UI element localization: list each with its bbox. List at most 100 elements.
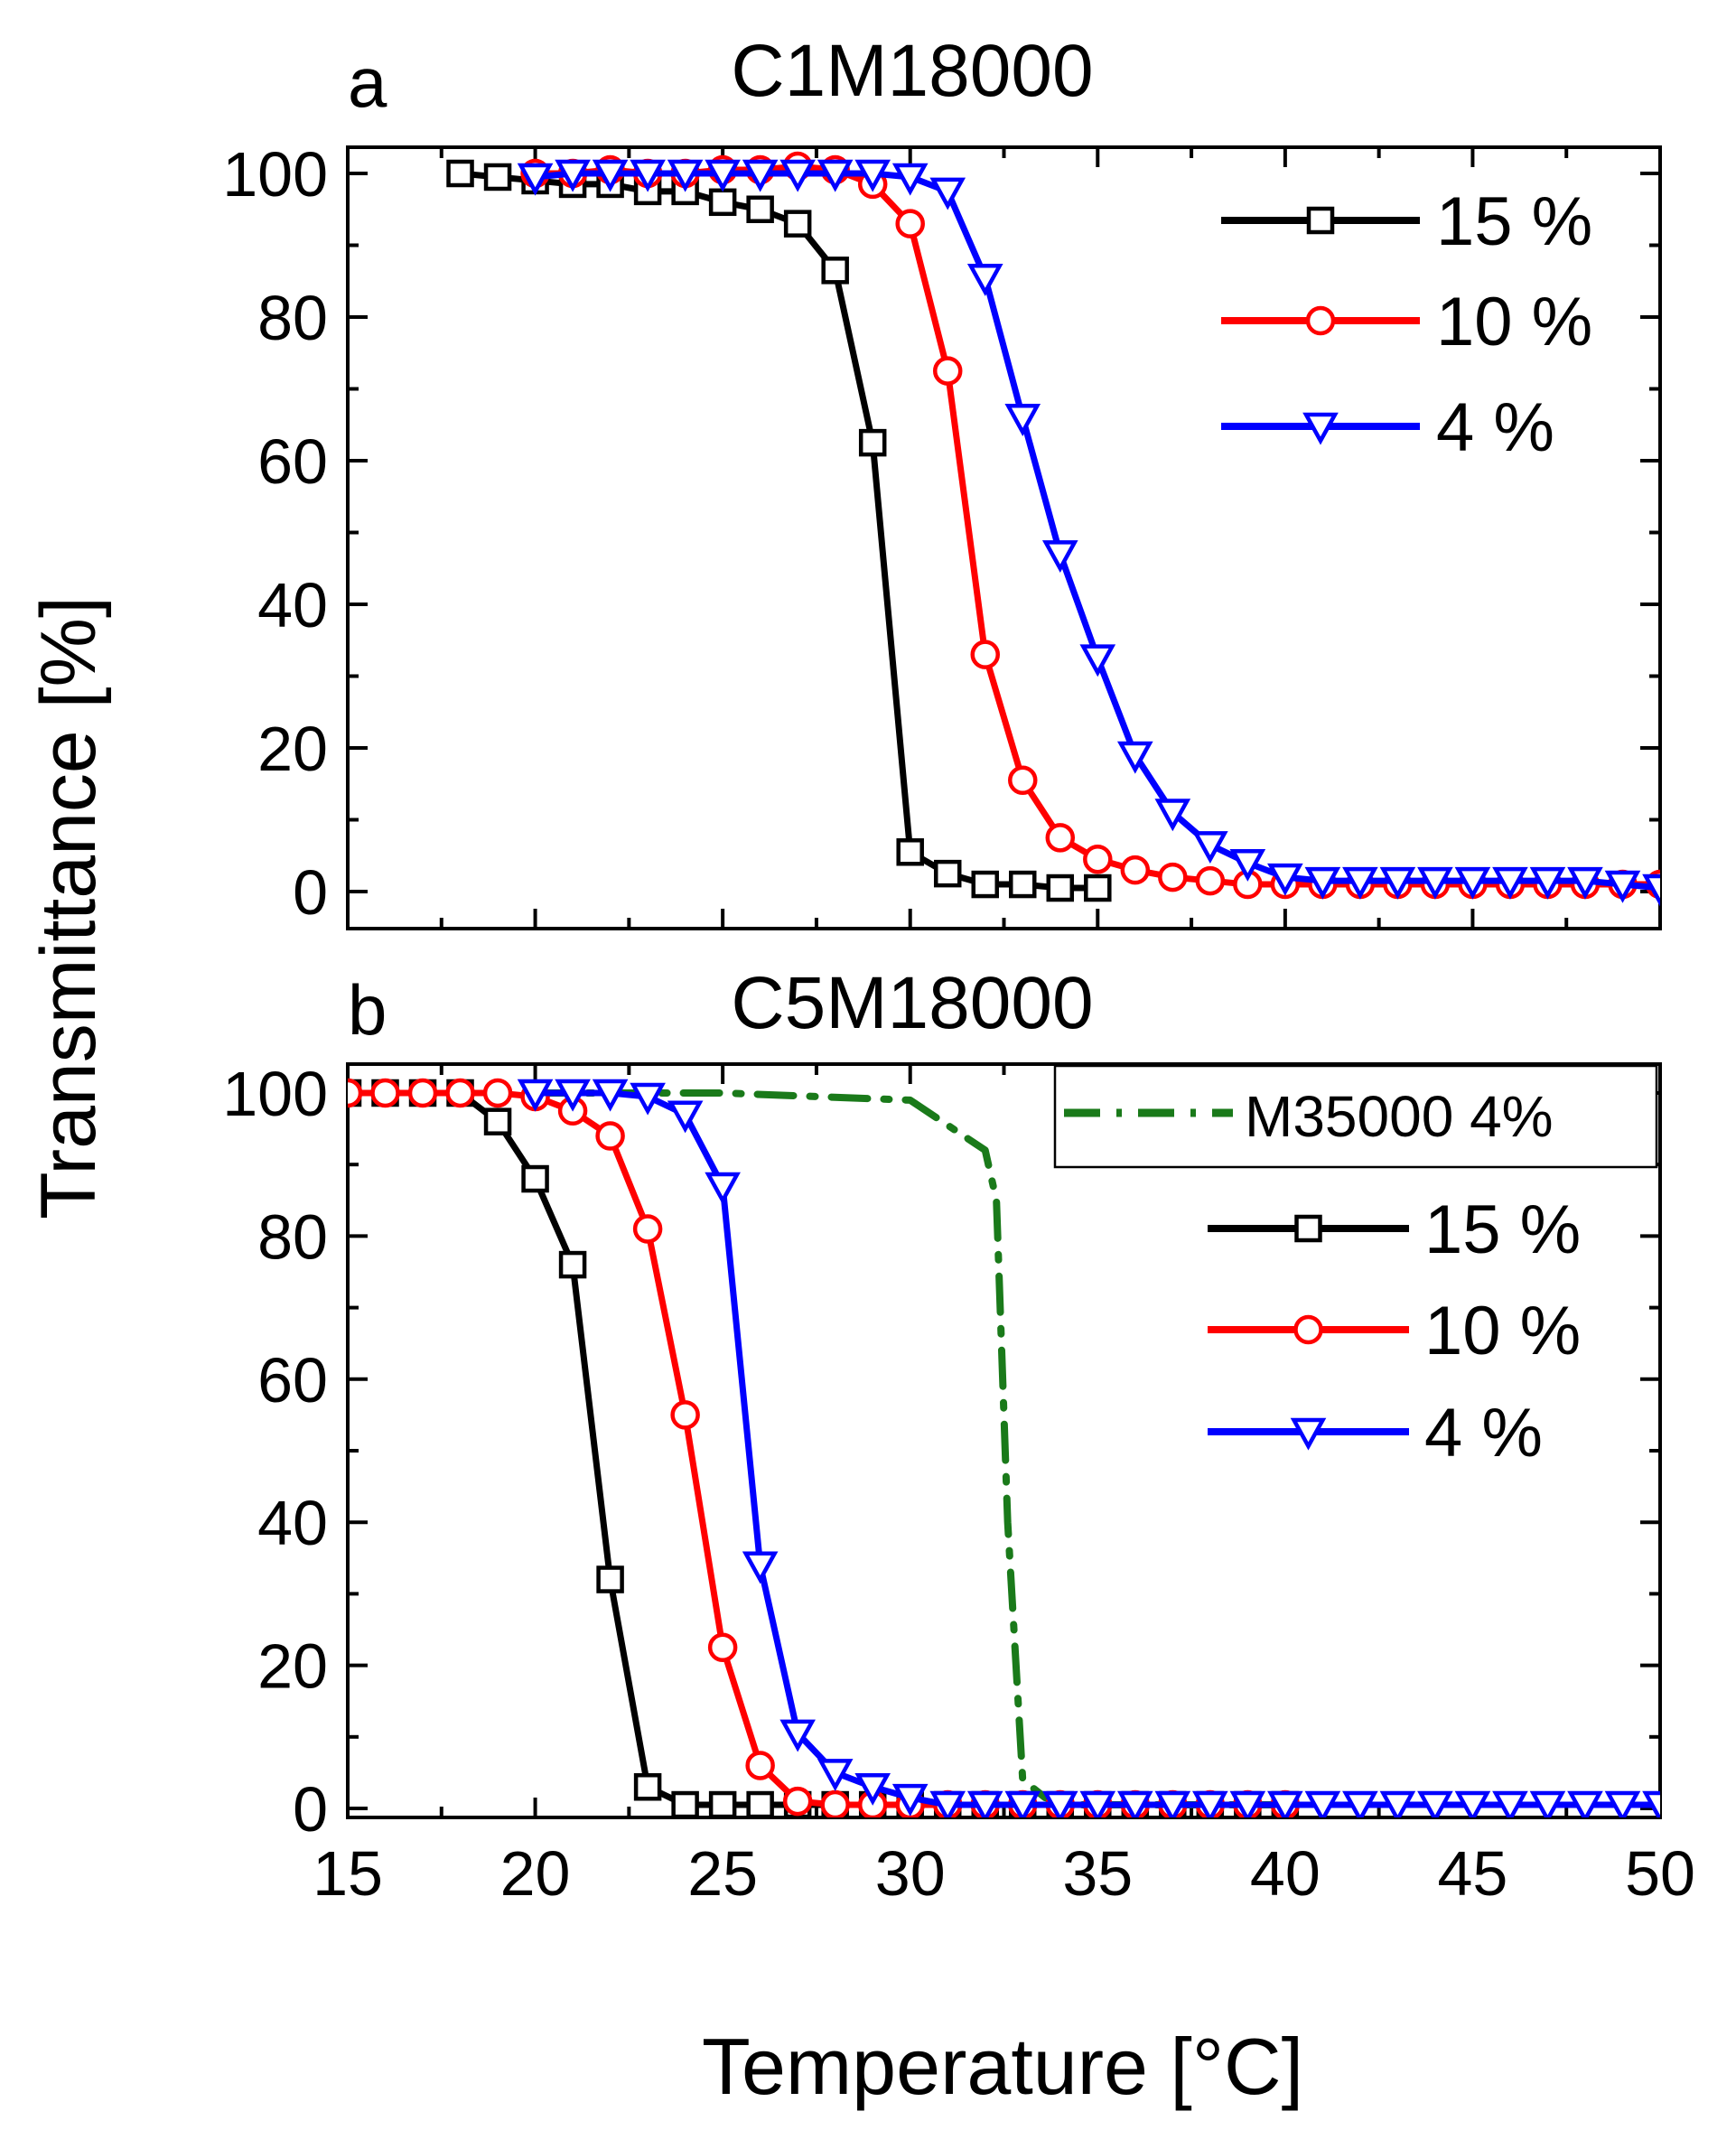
data-point-a-4 <box>1642 873 1660 907</box>
legend-label-a-15: 15 % <box>1436 183 1592 260</box>
data-point-b-4 <box>1342 1790 1378 1817</box>
x-tick-label-15: 15 <box>313 1838 383 1909</box>
y-tick-label-b-20: 20 <box>257 1631 328 1702</box>
y-axis-label: Transmittance [%] <box>25 596 112 1219</box>
series-group-b <box>348 1078 1660 1817</box>
legend-marker-a-4 <box>1302 412 1339 445</box>
data-point-a-4 <box>1267 863 1303 896</box>
legend-label-b-10: 10 % <box>1424 1293 1581 1369</box>
data-point-a-4 <box>1154 799 1191 832</box>
data-point-b-4 <box>1304 1790 1341 1817</box>
panel-b: b C5M18000 15 20 25 30 35 40 45 50 0 20 40 60 80 100 M… <box>222 962 1695 1909</box>
series-group-a <box>446 151 1660 907</box>
data-point-a-4 <box>1304 866 1341 900</box>
y-tick-label-b-80: 80 <box>257 1201 328 1272</box>
data-point-b-4 <box>1116 1790 1153 1817</box>
data-point-a-4 <box>779 159 816 192</box>
x-tick-label-45: 45 <box>1437 1838 1507 1909</box>
data-point-b-4 <box>1229 1790 1266 1817</box>
x-tick-label-20: 20 <box>500 1838 571 1909</box>
data-point-a-15 <box>858 428 887 457</box>
data-point-b-4 <box>705 1172 741 1205</box>
legend-marker-b-10 <box>1293 1314 1323 1345</box>
data-point-a-10 <box>1008 765 1038 796</box>
data-point-b-10 <box>595 1121 625 1151</box>
data-point-b-4 <box>555 1079 591 1112</box>
data-point-b-4 <box>779 1719 816 1752</box>
data-point-a-4 <box>1492 866 1528 900</box>
data-point-b-4 <box>966 1790 1003 1817</box>
data-point-a-15 <box>746 195 774 223</box>
y-tick-label-a-20: 20 <box>257 714 328 784</box>
legend-marker-a-10 <box>1305 305 1336 336</box>
data-point-a-10 <box>1195 865 1226 896</box>
legend-marker-b-4 <box>1290 1417 1327 1451</box>
data-point-a-4 <box>1454 866 1491 900</box>
data-point-b-15 <box>746 1790 774 1817</box>
data-point-b-4 <box>592 1079 629 1112</box>
data-point-b-10 <box>632 1214 663 1244</box>
data-point-a-10 <box>932 356 963 386</box>
data-point-a-4 <box>742 159 779 192</box>
data-point-b-15 <box>671 1790 699 1817</box>
legend-marker-b-15 <box>1294 1214 1322 1243</box>
data-point-a-4 <box>1116 741 1153 774</box>
data-point-b-4 <box>1417 1790 1453 1817</box>
data-point-a-4 <box>929 177 966 210</box>
panel-a: a C1M18000 0 20 40 60 80 100 15 % 10 % 4 % <box>222 30 1662 930</box>
panel-title-a: C1M18000 <box>731 30 1093 112</box>
data-point-a-4 <box>517 163 554 196</box>
data-point-a-4 <box>1604 870 1641 903</box>
y-tick-label-a-80: 80 <box>257 283 328 353</box>
data-point-b-4 <box>630 1082 666 1116</box>
data-point-b-10 <box>707 1632 738 1663</box>
data-point-b-10 <box>820 1789 850 1817</box>
panel-title-b: C5M18000 <box>731 962 1093 1044</box>
data-point-a-4 <box>1041 540 1078 574</box>
data-point-a-4 <box>891 163 929 196</box>
data-point-b-10 <box>445 1078 475 1108</box>
data-point-b-4 <box>1379 1790 1416 1817</box>
legend-marker-a-15 <box>1306 206 1335 235</box>
data-point-b-4 <box>742 1551 779 1584</box>
data-point-a-4 <box>1004 404 1041 436</box>
data-point-b-4 <box>1492 1790 1528 1817</box>
data-point-a-15 <box>483 163 512 192</box>
x-tick-label-50: 50 <box>1625 1838 1695 1909</box>
data-point-a-4 <box>1079 644 1116 677</box>
data-point-a-15 <box>896 838 924 866</box>
x-axis-label: Temperature [°C] <box>702 2022 1303 2111</box>
y-tick-label-b-100: 100 <box>222 1059 328 1129</box>
data-point-a-15 <box>933 859 962 888</box>
data-point-b-15 <box>708 1790 737 1817</box>
x-tick-label-25: 25 <box>687 1838 758 1909</box>
data-point-b-4 <box>1079 1790 1116 1817</box>
data-point-b-4 <box>1642 1790 1660 1817</box>
legend-label-a-4: 4 % <box>1436 389 1554 466</box>
y-tick-label-b-40: 40 <box>257 1488 328 1558</box>
data-point-a-4 <box>1529 866 1566 900</box>
data-point-a-4 <box>1567 866 1603 900</box>
data-point-a-4 <box>854 159 891 192</box>
plot-area-a: 0 20 40 60 80 100 15 % 10 % 4 % <box>222 139 1662 930</box>
data-point-a-10 <box>895 209 925 238</box>
panel-letter-b: b <box>348 970 387 1050</box>
data-point-b-15 <box>521 1164 549 1193</box>
data-point-b-4 <box>929 1790 966 1817</box>
data-point-b-4 <box>1041 1790 1078 1817</box>
data-point-a-15 <box>1009 870 1037 899</box>
data-point-a-4 <box>1192 831 1228 864</box>
data-point-a-4 <box>667 159 704 192</box>
data-point-b-4 <box>854 1772 891 1806</box>
data-point-a-4 <box>817 159 854 192</box>
data-point-a-15 <box>783 210 812 238</box>
data-point-a-10 <box>970 640 1000 669</box>
data-point-a-15 <box>1084 873 1112 902</box>
data-point-b-4 <box>817 1759 854 1792</box>
y-tick-label-a-0: 0 <box>293 857 328 928</box>
data-point-b-10 <box>782 1786 813 1817</box>
data-point-b-4 <box>1154 1790 1191 1817</box>
data-point-b-4 <box>1267 1790 1303 1817</box>
data-point-a-15 <box>708 188 737 217</box>
